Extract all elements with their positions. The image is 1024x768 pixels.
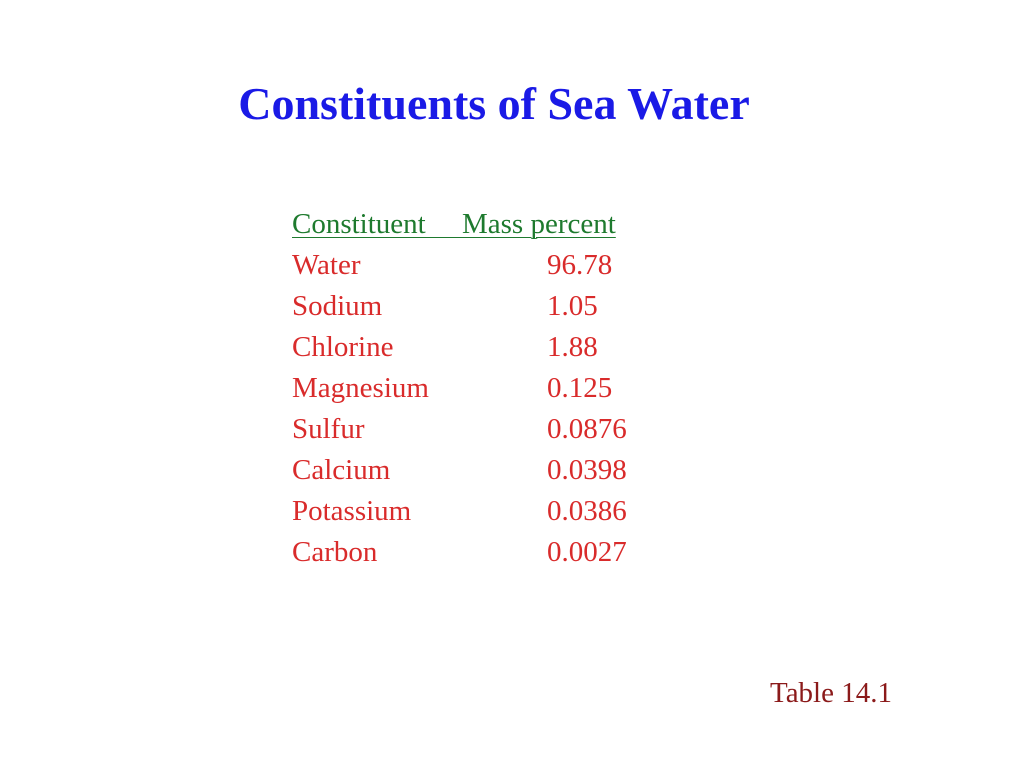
table-row: Chlorine 1.88 [292,327,616,368]
constituent-name: Carbon [292,536,378,568]
mass-percent-value: 0.125 [547,372,613,404]
mass-percent-value: 96.78 [547,249,613,281]
table-row: Carbon 0.0027 [292,532,627,573]
constituents-table: Constituent Mass percent Water 96.78 Sod… [292,204,627,573]
constituent-name: Sulfur [292,413,365,445]
table-caption: Table 14.1 [770,677,892,709]
mass-percent-value: 1.05 [547,290,598,322]
constituent-name: Water [292,249,361,281]
table-row: Sulfur 0.0876 [292,409,627,450]
table-row: Potassium 0.0386 [292,491,627,532]
constituent-name: Potassium [292,495,412,527]
table-header: Constituent Mass percent [292,208,616,240]
constituent-name: Calcium [292,454,391,486]
mass-percent-value: 1.88 [547,331,598,363]
table-row: Magnesium 0.125 [292,368,616,409]
table-row: Calcium 0.0398 [292,450,627,491]
table-row: Water 96.78 [292,245,616,286]
mass-percent-value: 0.0027 [547,536,627,568]
constituent-name: Chlorine [292,331,394,363]
slide-title: Constituents of Sea Water [238,78,750,129]
mass-percent-value: 0.0876 [547,413,627,445]
mass-percent-value: 0.0386 [547,495,627,527]
table-row: Sodium 1.05 [292,286,616,327]
constituent-name: Magnesium [292,372,429,404]
mass-percent-value: 0.0398 [547,454,627,486]
constituent-name: Sodium [292,290,383,322]
